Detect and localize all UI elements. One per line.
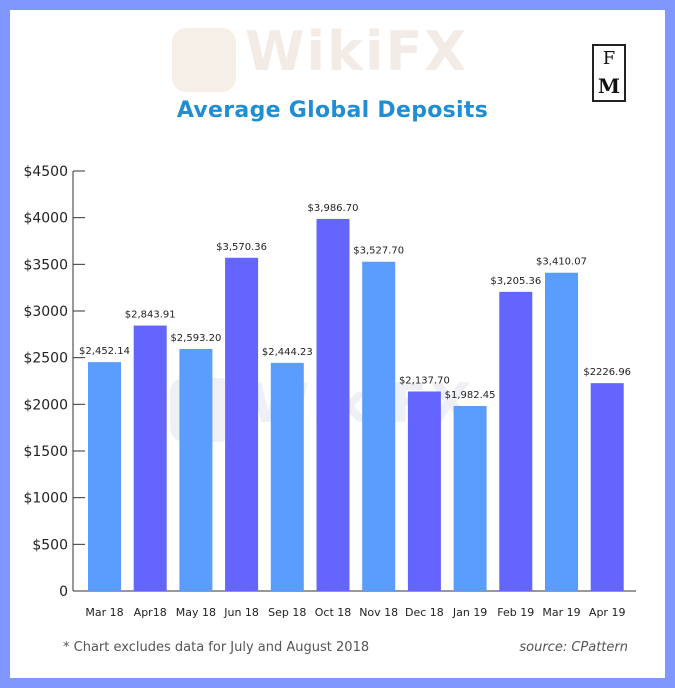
x-tick-label: Dec 18 [405,606,444,619]
x-tick-label: Sep 18 [268,606,306,619]
x-tick-label: Jan 19 [452,606,487,619]
y-tick-label: $1500 [23,444,68,460]
data-label: $3,986.70 [308,203,359,214]
bar [179,348,213,591]
watermark-text: WikiFX [245,20,469,83]
watermark-badge [172,28,236,92]
x-tick-label: Mar 18 [85,606,123,619]
bar [362,261,396,591]
y-tick-label: $2000 [23,397,68,413]
x-tick-label: Oct 18 [315,606,352,619]
data-label: $2,452.14 [79,346,130,357]
data-label: $2,137.70 [399,375,450,386]
data-label: $3,527.70 [353,246,404,257]
x-tick-label: Jun 18 [223,606,259,619]
data-label: $3,570.36 [216,242,267,253]
bar [590,383,624,591]
x-tick-label: Apr18 [134,606,167,619]
logo-letter-m: M [597,74,621,98]
data-label: $2226.96 [583,367,631,378]
data-label: $3,410.07 [536,257,587,268]
bar [88,362,121,591]
x-tick-label: May 18 [176,606,216,619]
source-note: source: CPattern [519,640,628,655]
data-label: $1,982.45 [445,390,496,401]
bar [499,291,533,591]
bar [407,391,441,591]
x-tick-label: Mar 19 [542,606,580,619]
y-tick-label: 0 [59,584,68,600]
footnote: * Chart excludes data for July and Augus… [63,640,370,655]
x-tick-label: Apr 19 [589,606,626,619]
bar [225,257,259,591]
data-label: $2,593.20 [170,333,221,344]
logo-letter-f: F [602,48,616,69]
x-tick-label: Feb 19 [497,606,534,619]
bar [270,362,304,591]
data-label: $2,843.91 [125,310,176,321]
y-tick-label: $500 [32,537,68,553]
bar [545,272,578,591]
y-tick-label: $3000 [23,304,68,320]
x-tick-label: Nov 18 [359,606,398,619]
y-tick-label: $3500 [23,257,68,273]
bar [133,325,167,591]
y-tick-label: $4500 [23,164,68,180]
bar [316,218,350,591]
fm-logo: F M [592,44,626,102]
chart-title: Average Global Deposits [176,98,489,123]
data-label: $2,444.23 [262,347,313,358]
y-tick-label: $4000 [23,211,68,227]
y-tick-label: $2500 [23,351,68,367]
data-label: $3,205.36 [490,276,541,287]
y-tick-label: $1000 [23,491,68,507]
bar [453,405,487,591]
